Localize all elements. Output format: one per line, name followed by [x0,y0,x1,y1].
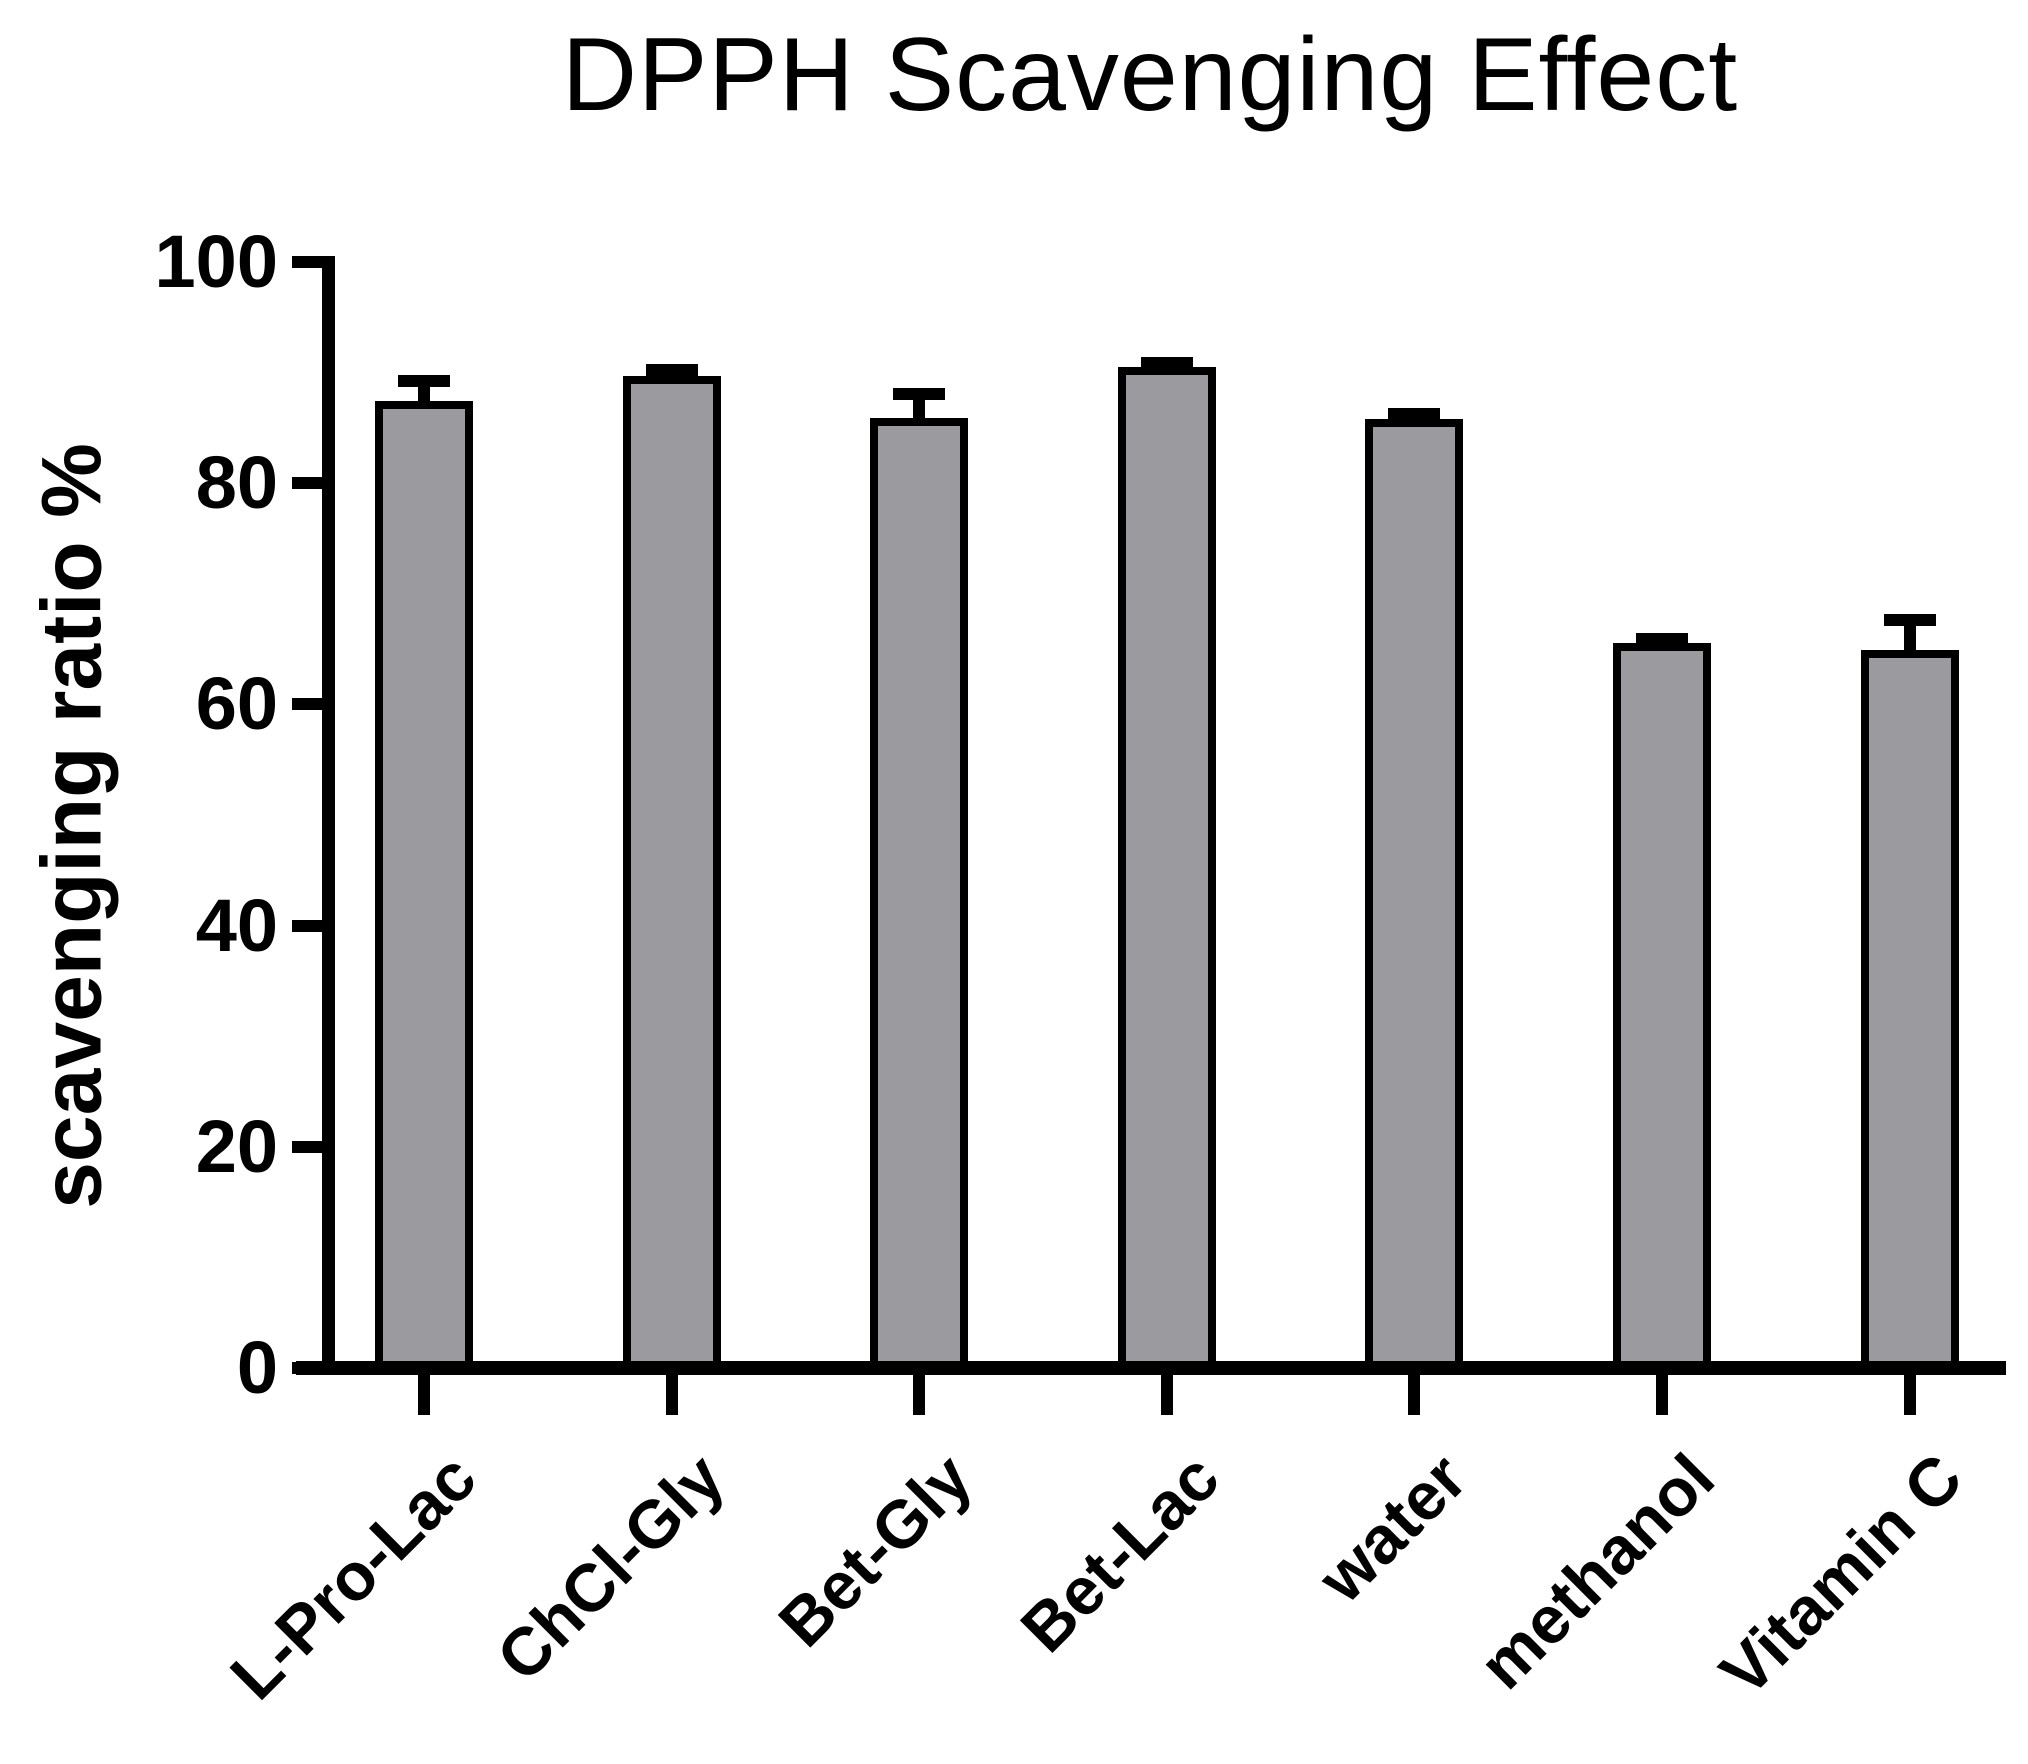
x-tick-label-chcl-gly: ChCl-Gly [482,1439,739,1696]
error-bar-cap-bet-lac [1140,357,1193,370]
y-tick-label: 80 [195,441,278,525]
x-tick [1160,1375,1173,1415]
bar-l-pro-lac [375,401,473,1372]
y-tick [292,698,322,711]
chart-title: DPPH Scavenging Effect [561,17,1739,133]
y-tick-label: 0 [236,1326,278,1409]
error-bar-cap-l-pro-lac [398,374,450,387]
y-tick [292,256,322,268]
y-tick-label: 20 [195,1104,278,1188]
x-axis-line [296,1361,2006,1375]
x-tick-label-bet-lac: Bet-Lac [1006,1439,1234,1667]
x-tick-label-water: water [1304,1439,1482,1617]
y-tick [292,1140,322,1153]
error-bar-cap-chcl-gly [645,363,698,376]
bar-water [1365,419,1464,1372]
y-tick [292,919,322,932]
x-tick-label-bet-gly: Bet-Gly [764,1439,987,1662]
x-tick [665,1375,678,1415]
x-tick [418,1375,430,1415]
y-tick-label: 40 [195,883,278,967]
bar-chcl-gly [622,375,721,1372]
x-tick [1656,1375,1668,1415]
error-bar-cap-bet-gly [893,388,946,401]
x-tick-label-vitamin-c: Vitamin C [1705,1439,1977,1711]
x-tick-label-l-pro-lac: L-Pro-Lac [216,1439,491,1715]
bar-bet-lac [1117,367,1216,1372]
y-tick [292,477,322,490]
bar-bet-gly [870,417,969,1372]
bar-methanol [1613,642,1711,1372]
error-bar-cap-methanol [1636,632,1688,645]
error-bar-cap-vitamin-c [1883,613,1936,626]
bar-vitamin-c [1860,650,1959,1372]
x-tick [1408,1375,1421,1415]
x-tick [1903,1375,1916,1415]
y-axis-title: scavenging ratio % [24,443,119,1209]
error-bar-cap-water [1388,408,1441,420]
y-tick-label: 60 [195,662,278,746]
y-tick [292,1362,322,1374]
y-axis-line [322,256,335,1375]
x-tick [913,1375,926,1415]
x-tick-label-methanol: methanol [1465,1439,1729,1704]
y-tick-label: 100 [154,220,278,303]
